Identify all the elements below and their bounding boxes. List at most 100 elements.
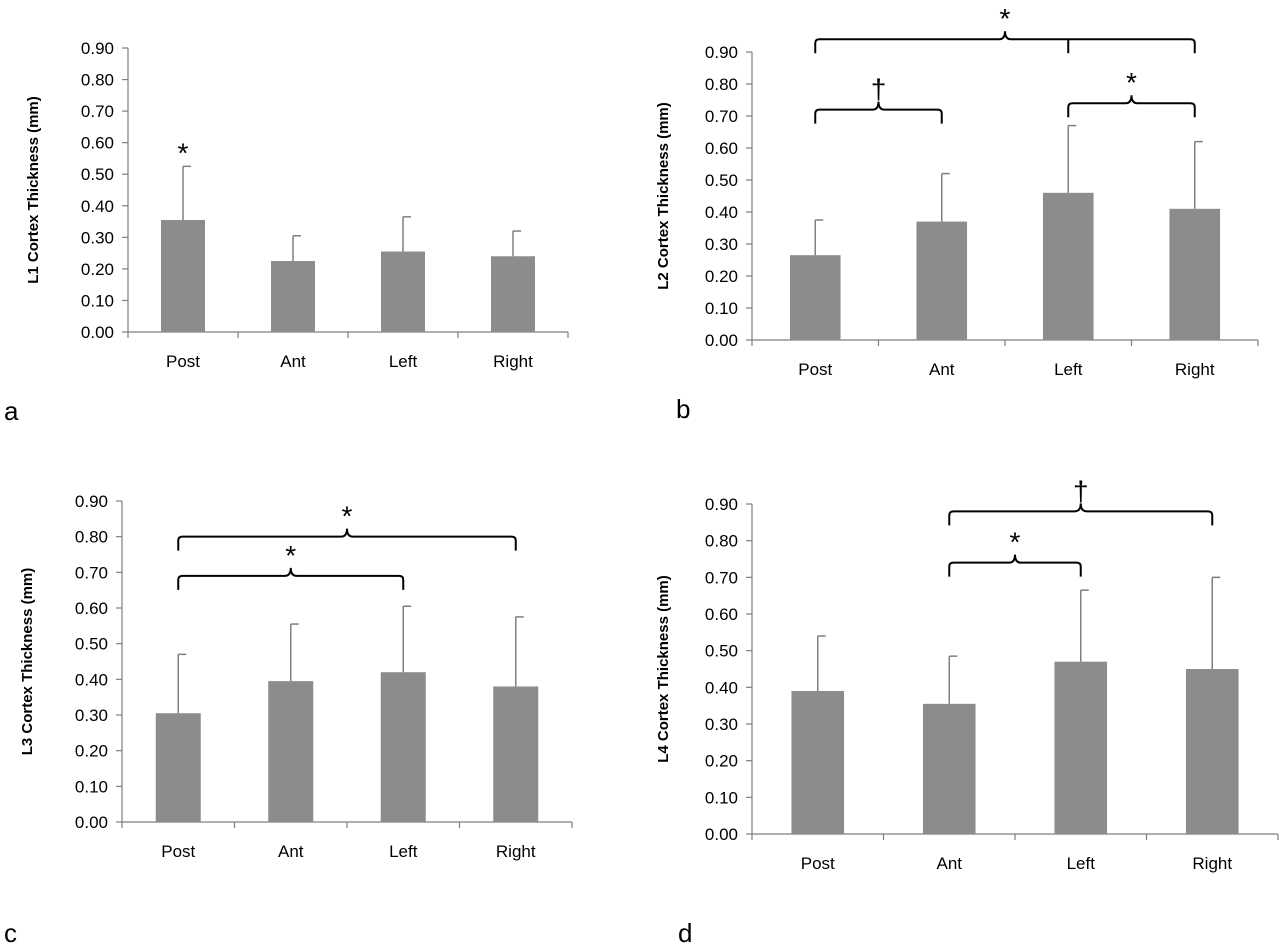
y-tick-label: 0.20 [75, 742, 108, 761]
y-tick-label: 0.30 [81, 228, 114, 247]
y-tick-label: 0.10 [81, 291, 114, 310]
significance-marker: † [871, 74, 887, 105]
y-tick-label: 0.80 [705, 532, 738, 551]
x-tick-label: Right [1192, 854, 1232, 873]
y-tick-label: 0.70 [75, 563, 108, 582]
y-tick-label: 0.90 [705, 495, 738, 514]
y-tick-label: 0.60 [705, 139, 738, 158]
y-tick-label: 0.90 [81, 39, 114, 58]
significance-bracket [1067, 95, 1196, 118]
chart-panel-d: 0.00 0.10 0.20 0.30 0.40 0.50 0.60 0.70 0.80 0.90… [655, 475, 1279, 944]
significance-bracket [177, 528, 517, 551]
y-tick-label: 0.40 [705, 203, 738, 222]
y-tick-label: 0.40 [75, 670, 108, 689]
y-tick-label: 0.30 [705, 235, 738, 254]
significance-bracket [948, 554, 1082, 577]
y-axis-label: L3 Cortex Thickness (mm) [19, 568, 36, 756]
x-tick-label: Left [389, 842, 418, 861]
y-tick-label: 0.50 [75, 635, 108, 654]
y-tick-label: 0.00 [705, 825, 738, 844]
y-tick-label: 0.80 [75, 528, 108, 547]
panel-label: a [4, 396, 19, 426]
y-tick-label: 0.60 [75, 599, 108, 618]
significance-bracket [814, 101, 943, 124]
significance-bracket [177, 567, 405, 590]
y-tick-label: 0.50 [705, 642, 738, 661]
bar-post [155, 713, 201, 822]
y-tick-label: 0.00 [705, 331, 738, 350]
x-tick-label: Post [798, 360, 832, 379]
x-tick-label: Ant [280, 352, 306, 371]
y-tick-label: 0.60 [81, 134, 114, 153]
y-tick-label: 0.00 [75, 813, 108, 832]
y-axis-label: L2 Cortex Thickness (mm) [655, 102, 672, 290]
chart-panel-c: 0.00 0.10 0.20 0.30 0.40 0.50 0.60 0.70 0.80 0.90… [4, 492, 573, 944]
bar-left [1042, 192, 1094, 340]
x-tick-label: Post [166, 352, 200, 371]
bar-left [1054, 661, 1108, 834]
bar-right [491, 256, 535, 332]
y-tick-label: 0.80 [705, 75, 738, 94]
significance-marker: * [1000, 3, 1011, 34]
significance-marker: * [285, 540, 296, 571]
bar-ant [922, 703, 976, 834]
significance-bracket [948, 503, 1214, 526]
y-tick-label: 0.60 [705, 605, 738, 624]
y-tick-label: 0.50 [81, 165, 114, 184]
significance-marker: † [1073, 475, 1089, 506]
chart-panel-a: 0.00 0.10 0.20 0.30 0.40 0.50 0.60 0.70 0.80 0.90… [4, 39, 569, 426]
y-axis-label: L1 Cortex Thickness (mm) [25, 96, 42, 284]
x-tick-label: Post [161, 842, 195, 861]
y-tick-label: 0.30 [75, 706, 108, 725]
bar-ant [271, 261, 315, 332]
x-tick-label: Right [493, 352, 533, 371]
significance-marker: * [342, 501, 353, 532]
bar-right [1169, 208, 1221, 340]
significance-marker: * [178, 137, 189, 168]
significance-bracket [814, 31, 1196, 54]
y-tick-label: 0.90 [75, 492, 108, 511]
y-tick-label: 0.10 [75, 777, 108, 796]
x-tick-label: Ant [929, 360, 955, 379]
x-tick-label: Right [1175, 360, 1215, 379]
y-tick-label: 0.80 [81, 71, 114, 90]
bar-post [789, 255, 841, 340]
bar-right [493, 686, 539, 822]
x-tick-label: Left [1054, 360, 1083, 379]
y-tick-label: 0.70 [705, 107, 738, 126]
y-tick-label: 0.20 [81, 260, 114, 279]
y-tick-label: 0.20 [705, 267, 738, 286]
bar-post [791, 691, 845, 834]
bar-left [380, 672, 426, 822]
bar-ant [916, 221, 968, 340]
y-tick-label: 0.10 [705, 788, 738, 807]
x-tick-label: Left [389, 352, 418, 371]
y-tick-label: 0.70 [705, 568, 738, 587]
y-tick-label: 0.70 [81, 102, 114, 121]
x-tick-label: Right [496, 842, 536, 861]
y-tick-label: 0.90 [705, 43, 738, 62]
bar-left [381, 251, 425, 332]
y-tick-label: 0.00 [81, 323, 114, 342]
y-tick-label: 0.40 [705, 678, 738, 697]
bar-ant [268, 681, 314, 822]
x-tick-label: Left [1067, 854, 1096, 873]
x-tick-label: Ant [278, 842, 304, 861]
y-axis-label: L4 Cortex Thickness (mm) [655, 575, 672, 763]
panel-label: b [676, 394, 690, 424]
x-tick-label: Ant [936, 854, 962, 873]
bar-right [1185, 669, 1239, 834]
panel-label: c [4, 918, 17, 944]
y-tick-label: 0.40 [81, 197, 114, 216]
significance-marker: * [1010, 527, 1021, 558]
y-tick-label: 0.30 [705, 715, 738, 734]
bar-post [161, 219, 205, 332]
x-tick-label: Post [801, 854, 835, 873]
chart-panel-b: 0.00 0.10 0.20 0.30 0.40 0.50 0.60 0.70 0.80 0.90… [655, 3, 1259, 424]
y-tick-label: 0.10 [705, 299, 738, 318]
panel-label: d [678, 918, 692, 944]
y-tick-label: 0.20 [705, 752, 738, 771]
significance-marker: * [1126, 67, 1137, 98]
y-tick-label: 0.50 [705, 171, 738, 190]
